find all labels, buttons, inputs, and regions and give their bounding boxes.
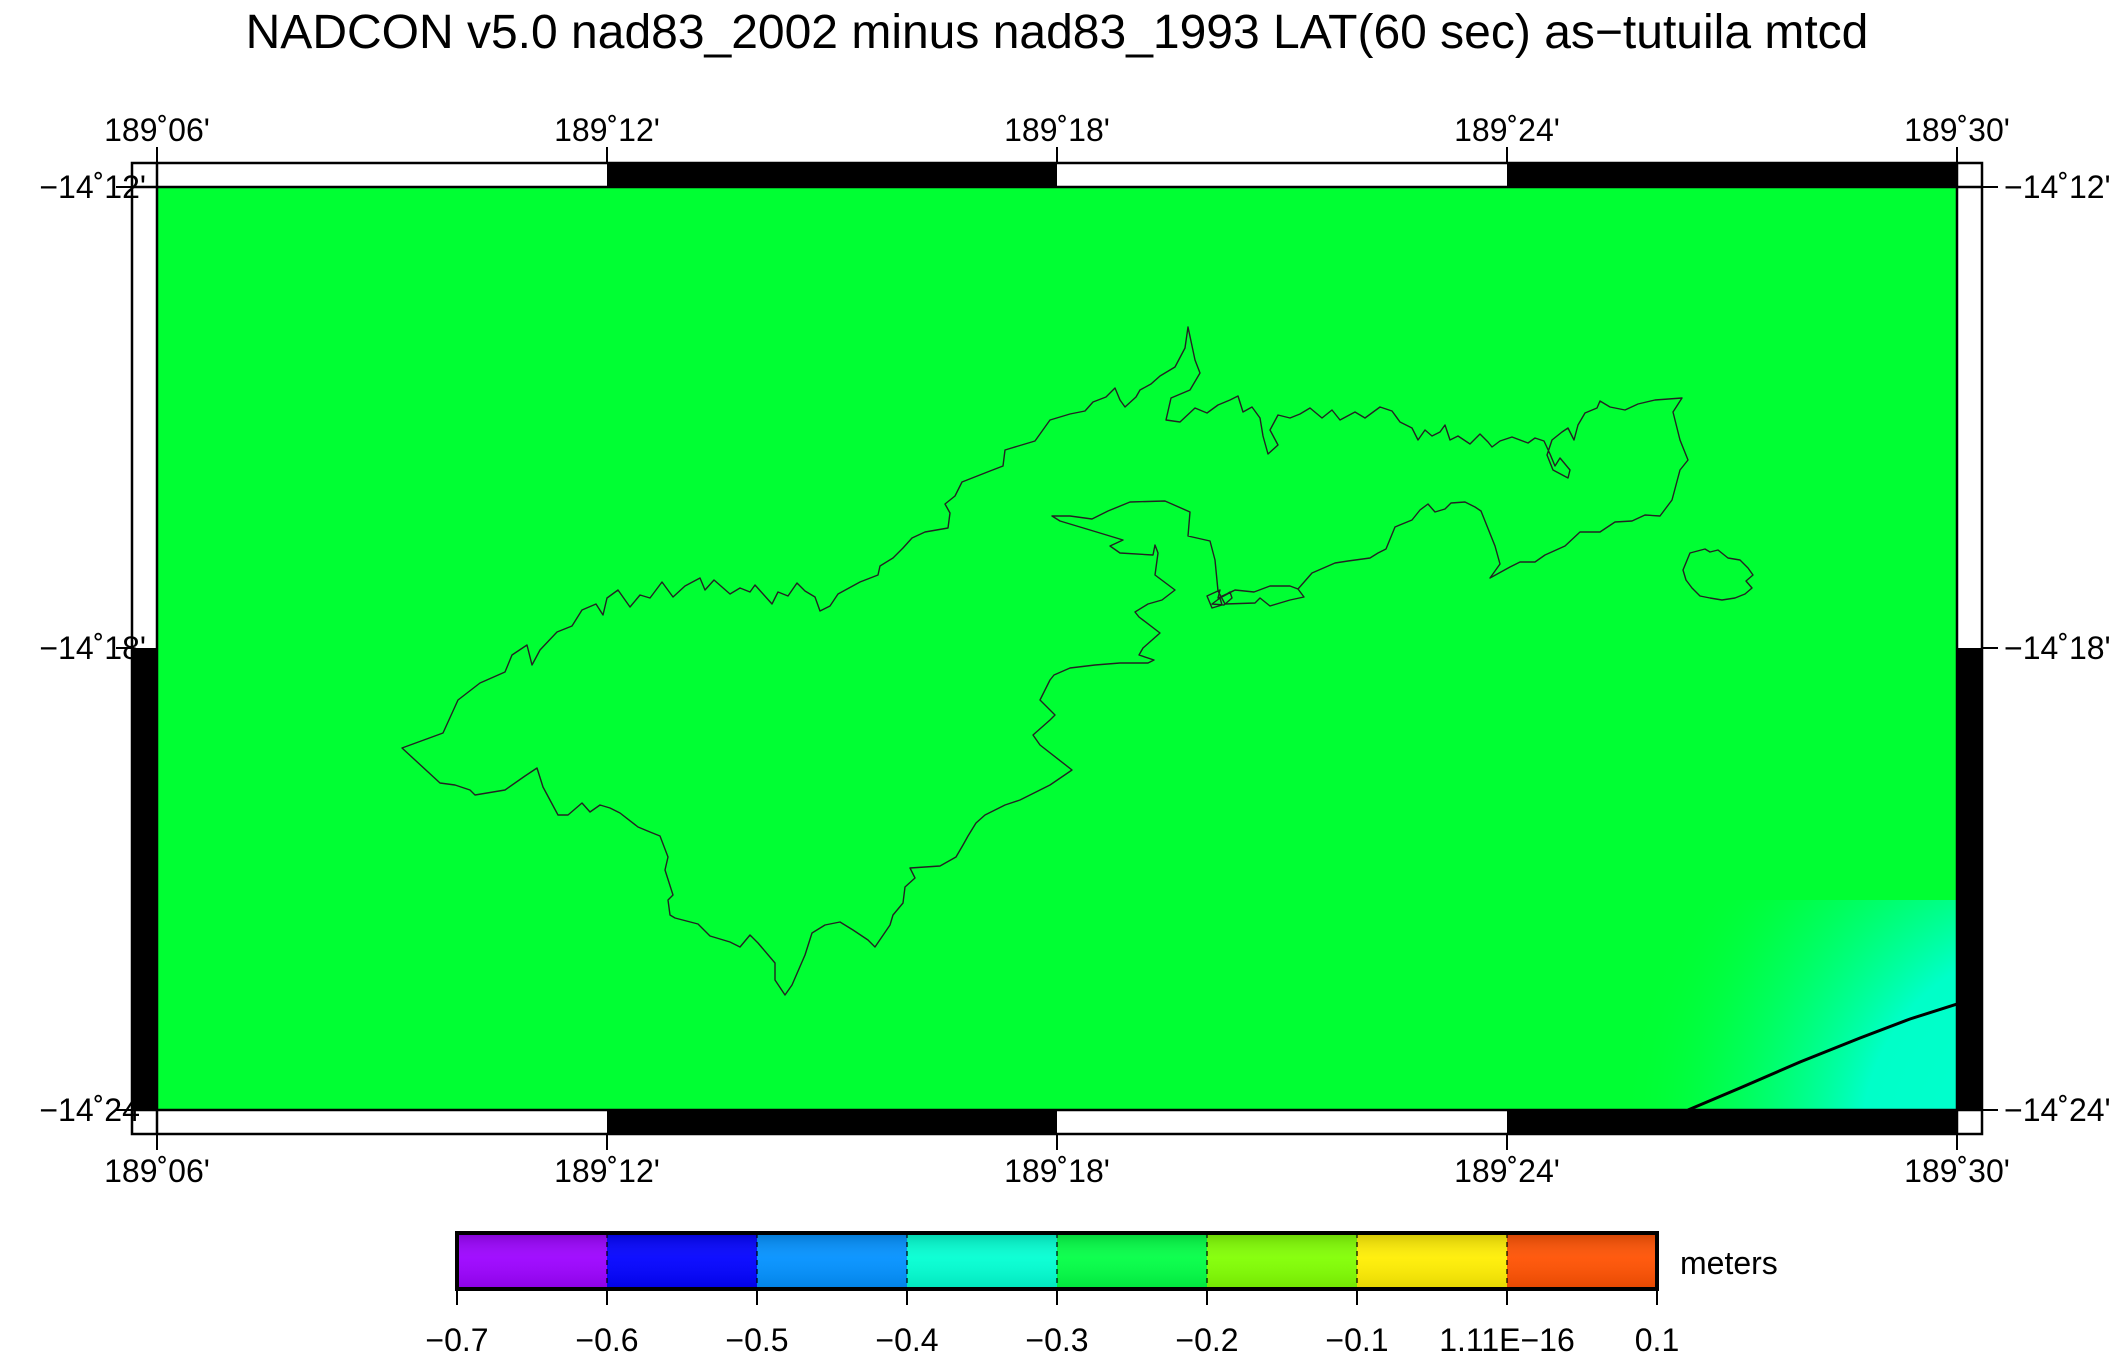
frame-scale-segment-top <box>607 163 1057 187</box>
lon-tick-label-top: 189˚24' <box>1454 112 1560 148</box>
colorbar-tick-label: 1.11E−16 <box>1439 1322 1575 1358</box>
colorbar-tick-label: −0.4 <box>875 1322 938 1358</box>
lat-tick-label-right: −14˚18' <box>2004 630 2111 666</box>
lat-tick-label-right: −14˚24' <box>2004 1092 2111 1128</box>
corner-anomaly-shading <box>1500 900 1957 1110</box>
contour-line <box>1687 1002 1957 1110</box>
colorbar-tick-label: −0.2 <box>1175 1322 1238 1358</box>
frame-scale-segment-bottom <box>1507 1110 1957 1134</box>
lat-tick-label-right: −14˚12' <box>2004 169 2111 205</box>
lon-tick-label-bottom: 189˚12' <box>554 1153 660 1189</box>
colorbar-tick-label: −0.6 <box>575 1322 638 1358</box>
frame-scale-segment-right <box>1957 648 1982 1110</box>
colorbar-tick-label: 0.1 <box>1635 1322 1679 1358</box>
colorbar: −0.7 −0.6 −0.5 −0.4 −0.3 −0.2 −0.1 1.11E−16 0.1 <box>425 1231 1679 1358</box>
colorbar-tick-label: −0.7 <box>425 1322 488 1358</box>
lon-tick-label-top: 189˚18' <box>1004 112 1110 148</box>
lon-tick-label-bottom: 189˚24' <box>1454 1153 1560 1189</box>
frame-scale-segment-left <box>132 648 157 1110</box>
lon-tick-label-top: 189˚06' <box>104 112 210 148</box>
lat-tick-label-left: −14˚18' <box>39 630 146 666</box>
lat-tick-label-left: −14˚12' <box>39 169 146 205</box>
map-title: NADCON v5.0 nad83_2002 minus nad83_1993 … <box>246 6 1869 59</box>
lon-tick-label-top: 189˚12' <box>554 112 660 148</box>
lon-tick-label-bottom: 189˚06' <box>104 1153 210 1189</box>
lon-tick-label-top: 189˚30' <box>1904 112 2010 148</box>
plot-area <box>157 187 1957 1110</box>
lon-tick-label-bottom: 189˚18' <box>1004 1153 1110 1189</box>
map-frame <box>116 147 1998 1150</box>
colorbar-unit-label: meters <box>1680 1245 1778 1281</box>
tutuila-coastline <box>401 326 1754 996</box>
lon-tick-label-bottom: 189˚30' <box>1904 1153 2010 1189</box>
colorbar-tick-label: −0.1 <box>1325 1322 1388 1358</box>
frame-scale-segment-bottom <box>607 1110 1057 1134</box>
colorbar-tick-label: −0.5 <box>725 1322 788 1358</box>
frame-scale-segment-top <box>1507 163 1957 187</box>
lat-tick-label-left: −14˚24' <box>39 1092 146 1128</box>
colorbar-tick-label: −0.3 <box>1025 1322 1088 1358</box>
